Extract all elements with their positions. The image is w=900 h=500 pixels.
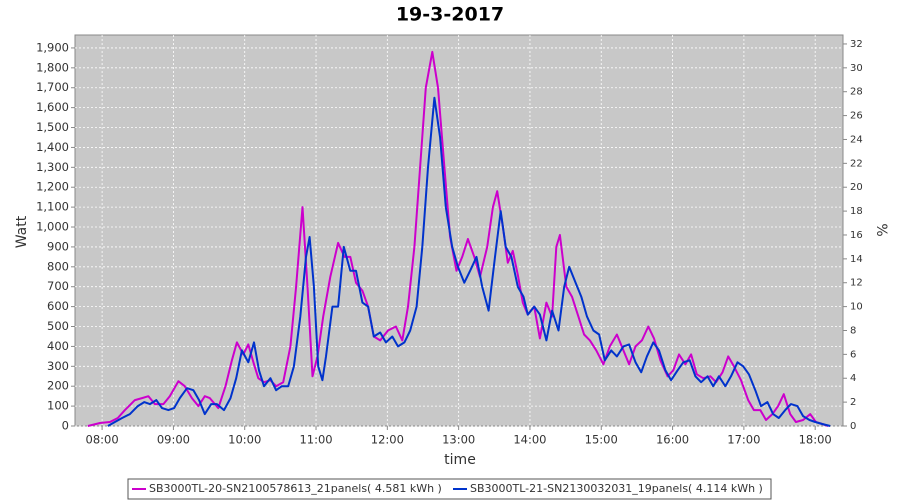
y-tick-label: 1,000 [36,220,69,234]
y-tick-label: 1,500 [36,120,69,134]
x-tick-label: 11:00 [299,433,332,447]
y2-tick-label: 0 [850,421,856,432]
y-tick-label: 900 [47,239,69,253]
y2-tick-label: 32 [850,39,863,50]
y2-tick-label: 16 [850,230,863,241]
x-tick-label: 15:00 [585,433,618,447]
x-tick-label: 14:00 [513,433,546,447]
y2-tick-label: 8 [850,325,856,336]
y-tick-label: 500 [47,319,69,333]
y-tick-label: 1,800 [36,60,69,74]
y-tick-label: 1,300 [36,160,69,174]
y2-tick-label: 14 [850,254,863,265]
y-tick-label: 1,600 [36,100,69,114]
y2-tick-label: 28 [850,87,863,98]
y2-tick-label: 30 [850,63,863,74]
y2-tick-label: 6 [850,349,856,360]
y-tick-label: 600 [47,299,69,313]
y-tick-label: 800 [47,259,69,273]
y-tick-label: 400 [47,339,69,353]
legend-label: SB3000TL-20-SN2100578613_21panels( 4.581… [149,482,442,495]
y-tick-label: 300 [47,359,69,373]
y2-tick-label: 4 [850,373,856,384]
series-line [107,96,831,427]
chart-title: 19-3-2017 [396,4,504,26]
y-tick-label: 1,400 [36,140,69,154]
x-tick-label: 08:00 [86,433,119,447]
y2-tick-label: 18 [850,206,863,217]
x-tick-label: 16:00 [656,433,689,447]
y-tick-label: 0 [62,419,69,433]
y-tick-label: 1,900 [36,40,69,54]
y-axis-label: Watt [14,215,30,248]
x-tick-label: 17:00 [727,433,760,447]
y-tick-label: 200 [47,379,69,393]
y2-tick-label: 20 [850,182,863,193]
y2-tick-label: 22 [850,158,863,169]
y-tick-label: 700 [47,279,69,293]
x-tick-label: 12:00 [371,433,404,447]
y2-tick-label: 12 [850,278,863,289]
x-tick-label: 13:00 [442,433,475,447]
legend-label: SB3000TL-21-SN2130032031_19panels( 4.114… [470,482,763,495]
x-tick-label: 09:00 [157,433,190,447]
x-tick-label: 18:00 [799,433,832,447]
y2-axis-label: % [873,223,889,236]
y-tick-label: 100 [47,399,69,413]
legend [127,478,772,500]
y2-tick-label: 2 [850,397,856,408]
x-tick-label: 10:00 [228,433,261,447]
y2-tick-label: 10 [850,302,863,313]
y2-tick-label: 26 [850,111,863,122]
y-tick-label: 1,200 [36,180,69,194]
y-tick-label: 1,100 [36,200,69,214]
y-tick-label: 1,700 [36,80,69,94]
y2-tick-label: 24 [850,134,863,145]
x-axis-label: time [444,452,476,468]
